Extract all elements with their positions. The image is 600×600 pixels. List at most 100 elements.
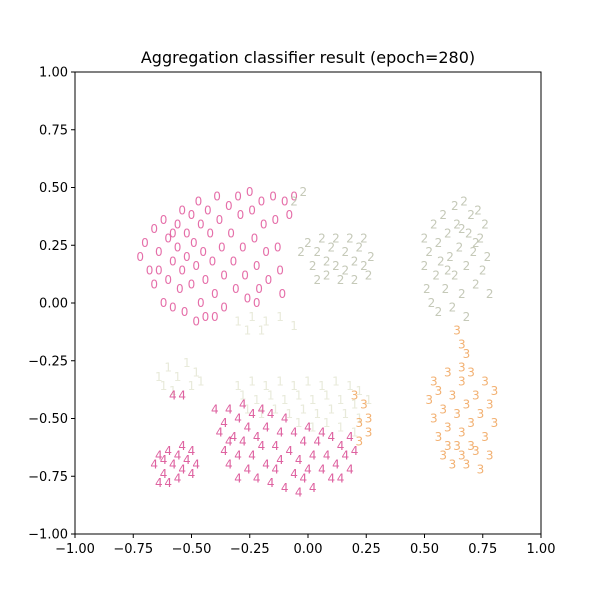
- point-class-1: 1: [318, 379, 326, 393]
- point-class-2: 2: [300, 185, 308, 199]
- point-class-0: 0: [190, 236, 198, 250]
- point-class-3: 3: [458, 425, 466, 439]
- point-class-3: 3: [467, 416, 475, 430]
- point-class-3: 3: [355, 416, 363, 430]
- point-class-2: 2: [451, 268, 459, 282]
- point-class-4: 4: [327, 472, 335, 486]
- point-class-3: 3: [463, 398, 471, 412]
- x-tick-label: 0.25: [352, 542, 381, 557]
- point-class-2: 2: [421, 259, 429, 273]
- point-class-2: 2: [318, 231, 326, 245]
- point-class-1: 1: [337, 393, 345, 407]
- series-2: 2222222222222222222222222222222222222222…: [290, 185, 493, 324]
- point-class-0: 0: [237, 208, 245, 222]
- point-class-3: 3: [463, 347, 471, 361]
- point-class-4: 4: [309, 481, 317, 495]
- point-class-4: 4: [174, 472, 182, 486]
- point-class-2: 2: [337, 273, 345, 287]
- point-class-0: 0: [202, 273, 210, 287]
- point-class-0: 0: [204, 204, 212, 218]
- point-class-2: 2: [341, 264, 349, 278]
- point-class-0: 0: [276, 264, 284, 278]
- point-class-2: 2: [425, 245, 433, 259]
- point-class-0: 0: [230, 254, 238, 268]
- point-class-0: 0: [169, 254, 177, 268]
- point-class-1: 1: [365, 393, 373, 407]
- point-class-4: 4: [164, 476, 172, 490]
- point-class-4: 4: [318, 462, 326, 476]
- point-class-0: 0: [136, 250, 144, 264]
- point-class-1: 1: [341, 407, 349, 421]
- point-class-4: 4: [230, 430, 238, 444]
- point-class-0: 0: [269, 190, 277, 204]
- point-class-1: 1: [286, 407, 294, 421]
- point-class-0: 0: [150, 278, 158, 292]
- point-class-1: 1: [300, 402, 308, 416]
- point-class-4: 4: [300, 435, 308, 449]
- point-class-1: 1: [304, 375, 312, 389]
- point-class-4: 4: [174, 448, 182, 462]
- point-class-4: 4: [225, 458, 233, 472]
- point-class-2: 2: [458, 287, 466, 301]
- y-tick-label: −1.00: [28, 528, 68, 543]
- point-class-0: 0: [232, 282, 240, 296]
- point-class-4: 4: [281, 412, 289, 426]
- point-class-4: 4: [272, 462, 280, 476]
- x-tick-label: −0.25: [230, 542, 270, 557]
- point-class-3: 3: [365, 412, 373, 426]
- point-class-4: 4: [327, 430, 335, 444]
- point-class-3: 3: [472, 388, 480, 402]
- point-class-3: 3: [458, 448, 466, 462]
- point-class-2: 2: [323, 254, 331, 268]
- point-class-1: 1: [160, 379, 168, 393]
- point-class-2: 2: [435, 236, 443, 250]
- point-class-0: 0: [241, 268, 249, 282]
- point-class-0: 0: [290, 190, 298, 204]
- y-tick-label: 1.00: [39, 66, 68, 81]
- point-class-0: 0: [197, 217, 205, 231]
- point-class-4: 4: [164, 444, 172, 458]
- point-class-1: 1: [337, 421, 345, 435]
- point-class-2: 2: [360, 259, 368, 273]
- point-class-2: 2: [313, 245, 321, 259]
- point-class-2: 2: [430, 217, 438, 231]
- point-class-0: 0: [199, 245, 207, 259]
- point-class-3: 3: [444, 421, 452, 435]
- point-class-3: 3: [463, 458, 471, 472]
- point-class-3: 3: [365, 425, 373, 439]
- point-class-0: 0: [220, 268, 228, 282]
- point-class-4: 4: [258, 402, 266, 416]
- x-tick-label: 1.00: [527, 542, 556, 557]
- point-class-4: 4: [234, 412, 242, 426]
- point-class-4: 4: [286, 444, 294, 458]
- point-class-3: 3: [486, 398, 494, 412]
- point-class-0: 0: [253, 296, 261, 310]
- point-class-1: 1: [244, 324, 252, 338]
- point-class-3: 3: [430, 412, 438, 426]
- point-class-2: 2: [442, 282, 450, 296]
- point-class-1: 1: [295, 416, 303, 430]
- point-class-1: 1: [192, 365, 200, 379]
- point-class-0: 0: [188, 208, 196, 222]
- y-axis: 1.00 0.75 0.50 0.25 0.00 −0.25 −0.50 −0.75 −1.00: [28, 66, 75, 543]
- point-class-4: 4: [188, 444, 196, 458]
- point-class-3: 3: [481, 430, 489, 444]
- point-class-2: 2: [451, 199, 459, 213]
- point-class-1: 1: [155, 370, 163, 384]
- point-class-1: 1: [244, 402, 252, 416]
- x-tick-label: −0.75: [113, 542, 153, 557]
- y-tick-label: −0.50: [28, 412, 68, 427]
- point-class-1: 1: [253, 393, 261, 407]
- point-class-0: 0: [188, 278, 196, 292]
- point-class-0: 0: [141, 236, 149, 250]
- point-class-0: 0: [192, 314, 200, 328]
- point-class-4: 4: [272, 439, 280, 453]
- point-class-4: 4: [337, 439, 345, 453]
- point-class-2: 2: [460, 194, 468, 208]
- point-class-2: 2: [486, 287, 494, 301]
- point-class-0: 0: [209, 254, 217, 268]
- point-class-1: 1: [290, 379, 298, 393]
